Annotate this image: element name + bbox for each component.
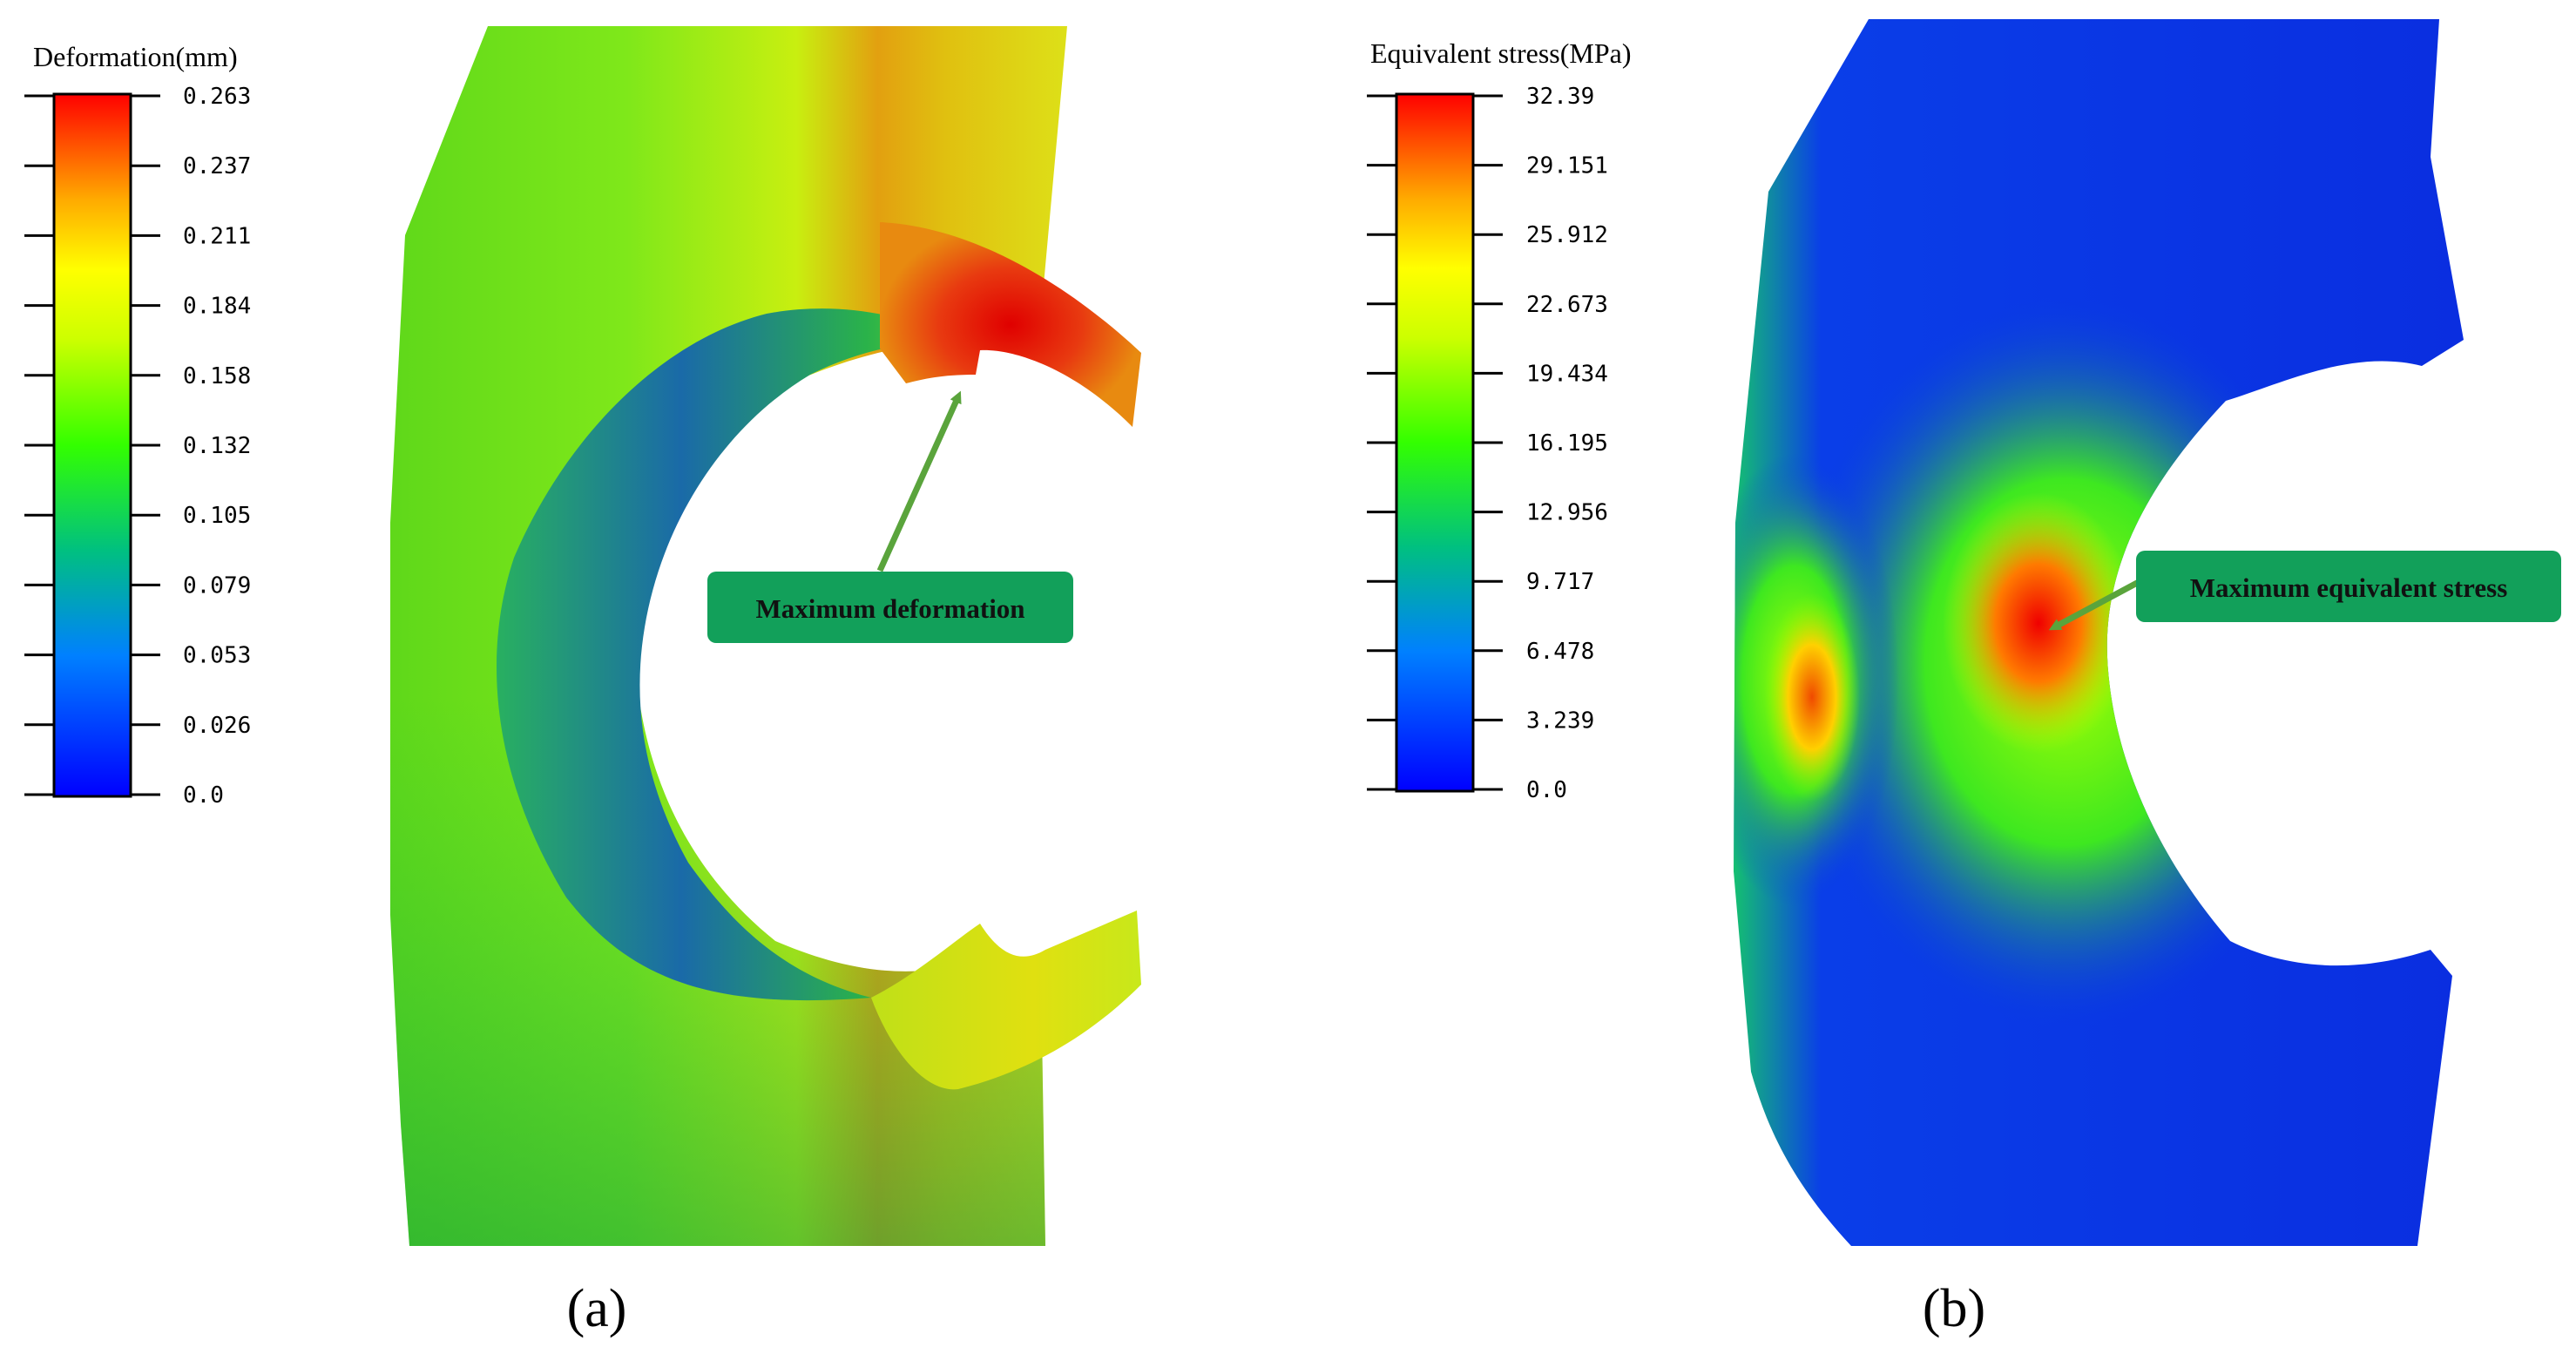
annotation-a-box	[707, 572, 1073, 643]
legend-a-tick-label: 0.079	[183, 572, 251, 599]
annotation-a: Maximum deformation	[707, 390, 1073, 643]
legend-b-tick-label: 9.717	[1526, 569, 1594, 595]
arrow-b	[2048, 579, 2140, 631]
legend-a-tick-label: 0.158	[183, 363, 251, 389]
caption-b: (b)	[1923, 1279, 1985, 1338]
legend-b-tick-label: 29.151	[1526, 153, 1608, 179]
legend-b-tick-label: 22.673	[1526, 292, 1608, 318]
annotation-b: Maximum equivalent stress	[2048, 551, 2561, 631]
legend-b-tick-label: 32.39	[1526, 84, 1594, 110]
legend-b-tick-label: 0.0	[1526, 777, 1567, 803]
component-b-model	[1734, 19, 2464, 1246]
legend-a-ticks: 0.263 0.237 0.211 0.184 0.158 0.132 0.105 0.079…	[24, 84, 251, 809]
legend-b-tick-label: 19.434	[1526, 361, 1608, 387]
arrow-a	[876, 390, 962, 572]
legend-b-tick-label: 6.478	[1526, 639, 1594, 665]
legend-b-title: Equivalent stress(MPa)	[1370, 37, 1632, 69]
caption-a: (a)	[567, 1279, 627, 1338]
panel-a: Deformation(mm) 0.263 0.237 0.211 0.184 0.15…	[24, 26, 1141, 1338]
legend-a-colorbar	[52, 92, 132, 798]
legend-a-tick-label: 0.053	[183, 643, 251, 669]
legend-b: Equivalent stress(MPa) 32.39 29.151 25.912…	[1367, 37, 1632, 803]
annotation-a-label: Maximum deformation	[755, 593, 1024, 624]
legend-b-tick-label: 16.195	[1526, 430, 1608, 457]
component-a-model	[390, 26, 1141, 1246]
legend-b-colorbar	[1395, 92, 1475, 793]
hot-spot-left-b	[1764, 592, 1860, 802]
legend-a-tick-label: 0.263	[183, 84, 251, 110]
hot-spot-b	[1943, 492, 2134, 754]
hook-top-a	[880, 222, 1141, 427]
panel-b: Equivalent stress(MPa) 32.39 29.151 25.912…	[1367, 19, 2561, 1338]
legend-a-tick-label: 0.184	[183, 294, 251, 320]
legend-a-tick-label: 0.132	[183, 433, 251, 459]
legend-b-tick-label: 3.239	[1526, 707, 1594, 734]
legend-a-tick-label: 0.105	[183, 503, 251, 529]
legend-a-tick-label: 0.237	[183, 153, 251, 179]
legend-a-tick-label: 0.026	[183, 713, 251, 739]
legend-b-tick-label: 12.956	[1526, 500, 1608, 526]
legend-a: Deformation(mm) 0.263 0.237 0.211 0.184 0.15…	[24, 41, 251, 809]
legend-a-title: Deformation(mm)	[33, 41, 238, 72]
legend-a-tick-label: 0.0	[183, 782, 224, 809]
legend-a-tick-label: 0.211	[183, 223, 251, 249]
annotation-b-box	[2136, 551, 2561, 622]
annotation-b-label: Maximum equivalent stress	[2190, 572, 2508, 603]
legend-b-tick-label: 25.912	[1526, 222, 1608, 248]
bore-ring-a	[497, 308, 958, 1001]
hook-bottom-a	[871, 911, 1141, 1090]
legend-b-ticks: 32.39 29.151 25.912 22.673 19.434 16.195 12.95…	[1367, 84, 1608, 803]
